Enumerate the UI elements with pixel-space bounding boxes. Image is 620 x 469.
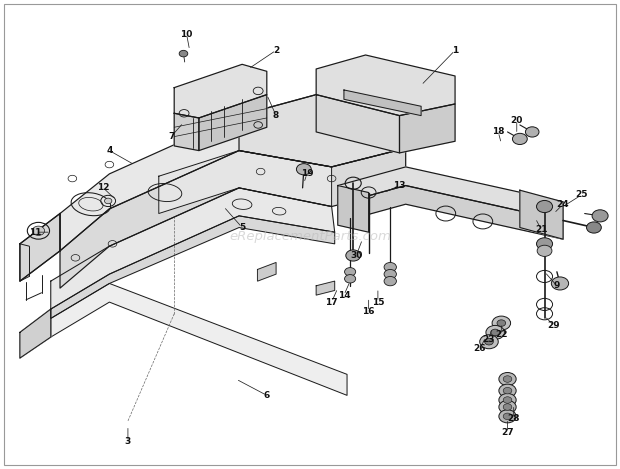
Circle shape [345,268,356,276]
Polygon shape [51,216,335,318]
Polygon shape [316,281,335,295]
Text: 1: 1 [452,46,458,55]
Polygon shape [316,95,399,153]
Circle shape [499,401,516,414]
Circle shape [503,413,512,420]
Circle shape [503,397,512,403]
Text: 14: 14 [338,291,350,300]
Text: 18: 18 [492,128,505,136]
Circle shape [492,316,511,330]
Text: 19: 19 [301,169,313,178]
Polygon shape [239,95,405,167]
Text: 22: 22 [495,330,508,339]
Polygon shape [20,309,51,358]
Circle shape [179,50,188,57]
Text: 17: 17 [326,298,338,307]
Text: 21: 21 [535,225,547,234]
Circle shape [499,393,516,407]
Circle shape [587,222,601,233]
Text: 12: 12 [97,183,110,192]
Polygon shape [51,188,335,309]
Text: 30: 30 [350,251,363,260]
Text: 15: 15 [371,298,384,307]
Polygon shape [344,90,421,116]
Circle shape [346,250,361,261]
Circle shape [537,245,552,257]
Text: 11: 11 [29,227,42,237]
Polygon shape [174,113,199,151]
Text: 8: 8 [273,111,279,120]
Text: 28: 28 [507,414,520,423]
Text: 16: 16 [362,307,375,316]
Text: 3: 3 [125,438,131,446]
Polygon shape [316,55,455,116]
Polygon shape [159,151,332,213]
Polygon shape [520,190,563,239]
Text: 24: 24 [557,200,569,209]
Text: 6: 6 [264,391,270,400]
Text: eReplacementParts.com: eReplacementParts.com [229,230,391,243]
Circle shape [384,270,396,279]
Polygon shape [338,186,369,232]
Circle shape [384,263,396,272]
Circle shape [503,404,512,410]
Text: 10: 10 [180,30,193,38]
Circle shape [296,164,311,175]
Polygon shape [20,309,51,358]
Circle shape [592,210,608,222]
Circle shape [491,329,500,336]
Circle shape [503,376,512,382]
Circle shape [480,335,498,349]
Circle shape [497,320,506,326]
Text: 26: 26 [474,344,486,353]
Text: 2: 2 [273,46,279,55]
Text: 4: 4 [106,146,113,155]
Circle shape [485,339,494,345]
Circle shape [345,274,356,283]
Circle shape [513,133,527,144]
Text: 13: 13 [393,181,405,190]
Polygon shape [20,213,60,281]
Text: 27: 27 [501,428,514,437]
Polygon shape [199,95,267,151]
Circle shape [499,372,516,386]
Circle shape [503,387,512,394]
Polygon shape [60,95,405,251]
Text: 7: 7 [168,132,174,141]
Circle shape [486,325,505,340]
Text: 20: 20 [511,116,523,125]
Polygon shape [51,283,347,395]
Polygon shape [399,104,455,153]
Circle shape [32,226,45,235]
Text: 29: 29 [547,321,560,330]
Circle shape [536,238,552,250]
Text: 23: 23 [483,335,495,344]
Circle shape [525,127,539,137]
Text: 9: 9 [554,281,560,290]
Polygon shape [338,186,563,239]
Polygon shape [60,148,405,288]
Circle shape [384,276,396,286]
Circle shape [499,410,516,423]
Circle shape [551,277,569,290]
Circle shape [499,384,516,397]
Circle shape [536,200,552,212]
Polygon shape [20,213,60,281]
Text: 5: 5 [239,223,246,232]
Circle shape [104,198,112,204]
Text: 25: 25 [575,190,588,199]
Polygon shape [174,64,267,118]
Polygon shape [257,263,276,281]
Polygon shape [338,167,563,220]
